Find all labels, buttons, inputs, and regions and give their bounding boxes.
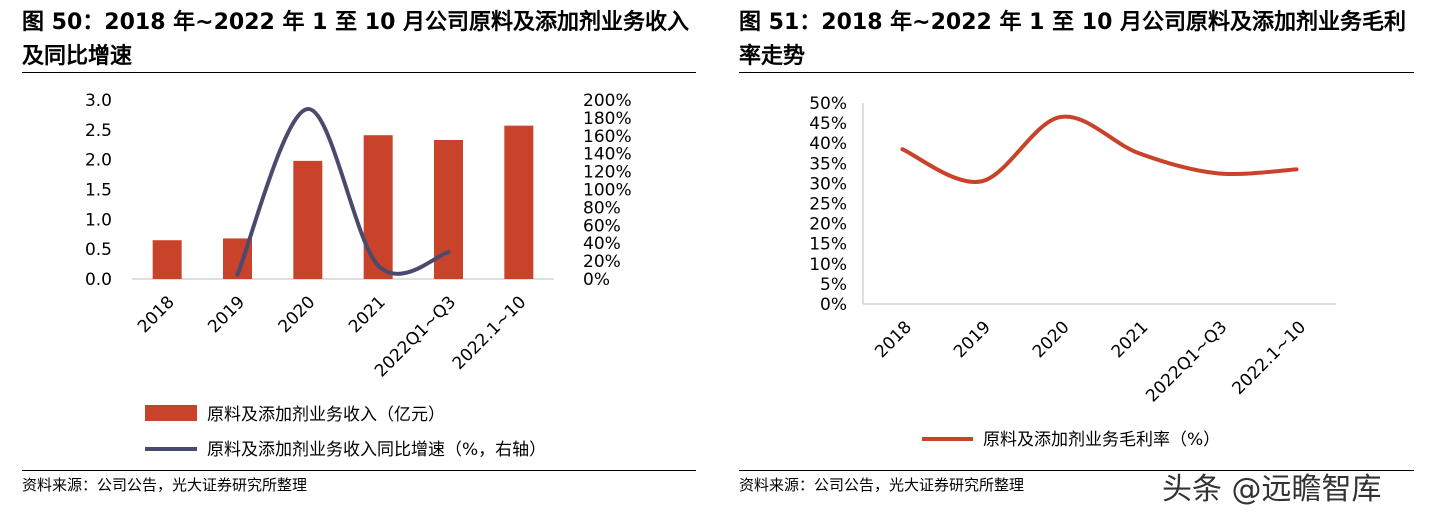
y-right-tick-label: 100% bbox=[583, 181, 632, 201]
figure-50-source-rule bbox=[22, 470, 696, 471]
legend-label-bar: 原料及添加剂业务收入（亿元） bbox=[207, 405, 445, 425]
bar-2021 bbox=[363, 135, 393, 279]
y-right-tick-label: 140% bbox=[583, 145, 632, 165]
x-tick-label: 2020 bbox=[275, 292, 320, 337]
figure-51-title: 图 51：2018 年~2022 年 1 至 10 月公司原料及添加剂业务毛利 … bbox=[739, 6, 1414, 74]
y-tick-label: 5% bbox=[820, 275, 847, 295]
figure-50-title-line-1: 图 50：2018 年~2022 年 1 至 10 月公司原料及添加剂业务收入 bbox=[22, 10, 690, 35]
y-right-tick-label: 160% bbox=[583, 127, 632, 147]
figure-51-source-rule bbox=[739, 470, 1414, 471]
y-right-tick-label: 120% bbox=[583, 163, 632, 183]
y-right-tick-label: 60% bbox=[583, 216, 621, 236]
y-right-tick-label: 180% bbox=[583, 109, 632, 129]
y-tick-label: 30% bbox=[809, 174, 847, 194]
x-tick-label: 2022.1~10 bbox=[449, 292, 531, 374]
y-left-tick-label: 3.0 bbox=[85, 91, 112, 111]
y-tick-label: 20% bbox=[809, 215, 847, 235]
y-tick-label: 0% bbox=[820, 295, 847, 315]
y-tick-label: 50% bbox=[809, 94, 847, 114]
x-tick-label: 2018 bbox=[134, 292, 179, 337]
figure-51-title-line-2: 率走势 bbox=[739, 44, 806, 69]
x-tick-label: 2019 bbox=[204, 292, 249, 337]
figure-50-chart: 0.00.51.01.52.02.53.00%20%40%60%80%100%1… bbox=[85, 91, 632, 460]
y-left-tick-label: 2.0 bbox=[85, 151, 112, 171]
y-tick-label: 10% bbox=[809, 255, 847, 275]
series-line-gross-margin bbox=[900, 114, 1299, 184]
y-right-tick-label: 80% bbox=[583, 198, 621, 218]
figure-51-source: 资料来源：公司公告，光大证券研究所整理 bbox=[739, 476, 1025, 494]
y-tick-label: 35% bbox=[809, 154, 847, 174]
bar-2022.1~10 bbox=[504, 125, 534, 279]
figure-51: 图 51：2018 年~2022 年 1 至 10 月公司原料及添加剂业务毛利 … bbox=[739, 0, 1414, 519]
figure-50-title-rule bbox=[22, 72, 696, 73]
y-left-tick-label: 0.5 bbox=[85, 240, 112, 260]
figure-50: 图 50：2018 年~2022 年 1 至 10 月公司原料及添加剂业务收入 … bbox=[22, 0, 696, 519]
y-left-tick-label: 1.0 bbox=[85, 210, 112, 230]
y-right-tick-label: 200% bbox=[583, 91, 632, 111]
x-tick-label: 2022.1~10 bbox=[1229, 317, 1311, 399]
figure-50-source: 资料来源：公司公告，光大证券研究所整理 bbox=[22, 476, 308, 494]
figure-51-title-line-1: 图 51：2018 年~2022 年 1 至 10 月公司原料及添加剂业务毛利 bbox=[739, 10, 1407, 35]
figure-50-title-line-2: 及同比增速 bbox=[22, 44, 133, 69]
y-left-tick-label: 2.5 bbox=[85, 121, 112, 141]
y-right-tick-label: 40% bbox=[583, 234, 621, 254]
figure-50-title: 图 50：2018 年~2022 年 1 至 10 月公司原料及添加剂业务收入 … bbox=[22, 6, 696, 74]
legend-swatch-bar bbox=[145, 405, 197, 421]
bar-2020 bbox=[293, 160, 323, 279]
y-left-tick-label: 1.5 bbox=[85, 181, 112, 201]
watermark: 头条 @远瞻智库 bbox=[1162, 472, 1382, 507]
legend-label-line: 原料及添加剂业务毛利率（%） bbox=[983, 430, 1220, 450]
y-tick-label: 45% bbox=[809, 114, 847, 134]
y-left-tick-label: 0.0 bbox=[85, 270, 112, 290]
x-tick-label: 2020 bbox=[1029, 317, 1074, 362]
y-tick-label: 25% bbox=[809, 195, 847, 215]
figure-51-title-rule bbox=[739, 72, 1414, 73]
x-tick-label: 2021 bbox=[345, 292, 390, 337]
y-tick-label: 15% bbox=[809, 235, 847, 255]
bar-2018 bbox=[152, 240, 182, 279]
x-tick-label: 2019 bbox=[950, 317, 995, 362]
x-tick-label: 2022Q1~Q3 bbox=[1142, 317, 1231, 406]
x-tick-label: 2021 bbox=[1108, 317, 1153, 362]
legend-label-line: 原料及添加剂业务收入同比增速（%，右轴） bbox=[207, 440, 546, 460]
series-line-growth bbox=[235, 106, 451, 277]
y-right-tick-label: 0% bbox=[583, 270, 610, 290]
x-tick-label: 2018 bbox=[871, 317, 916, 362]
y-tick-label: 40% bbox=[809, 134, 847, 154]
figure-51-chart: 0%5%10%15%20%25%30%35%40%45%50% 2018 2019 2… bbox=[809, 94, 1336, 450]
y-right-tick-label: 20% bbox=[583, 252, 621, 272]
